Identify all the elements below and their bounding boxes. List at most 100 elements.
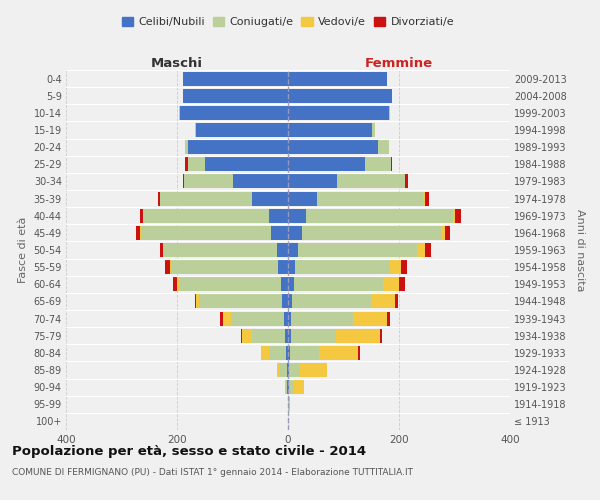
Bar xyxy=(390,260,401,274)
Bar xyxy=(288,398,289,411)
Bar xyxy=(295,260,390,274)
Bar xyxy=(285,328,288,342)
Bar xyxy=(281,278,288,291)
Bar xyxy=(289,363,300,377)
Bar xyxy=(188,140,288,154)
Bar xyxy=(288,106,389,120)
Bar xyxy=(284,312,288,326)
Bar xyxy=(288,278,293,291)
Bar xyxy=(278,260,288,274)
Bar xyxy=(289,380,293,394)
Bar xyxy=(319,346,358,360)
Bar xyxy=(291,312,353,326)
Bar xyxy=(286,346,288,360)
Bar xyxy=(317,192,424,205)
Bar xyxy=(196,123,288,137)
Bar xyxy=(271,226,288,240)
Bar xyxy=(261,346,269,360)
Text: Femmine: Femmine xyxy=(365,57,433,70)
Bar xyxy=(373,123,375,137)
Bar xyxy=(288,226,302,240)
Bar xyxy=(288,88,392,102)
Bar xyxy=(425,243,431,257)
Bar xyxy=(172,260,278,274)
Bar xyxy=(391,158,392,172)
Bar xyxy=(405,174,408,188)
Bar xyxy=(286,380,287,394)
Bar xyxy=(269,208,288,222)
Text: COMUNE DI FERMIGNANO (PU) - Dati ISTAT 1° gennaio 2014 - Elaborazione TUTTITALIA: COMUNE DI FERMIGNANO (PU) - Dati ISTAT 1… xyxy=(12,468,413,477)
Bar xyxy=(288,260,295,274)
Bar xyxy=(223,312,231,326)
Bar xyxy=(283,294,288,308)
Bar xyxy=(170,260,172,274)
Bar xyxy=(371,294,395,308)
Bar xyxy=(401,260,407,274)
Bar xyxy=(288,294,292,308)
Bar xyxy=(424,192,425,205)
Bar xyxy=(287,363,288,377)
Bar xyxy=(158,192,160,205)
Bar xyxy=(182,174,184,188)
Bar xyxy=(252,192,288,205)
Bar xyxy=(289,398,290,411)
Bar xyxy=(205,158,288,172)
Bar xyxy=(199,294,283,308)
Bar xyxy=(358,346,360,360)
Bar xyxy=(163,243,277,257)
Bar xyxy=(160,243,163,257)
Bar xyxy=(136,226,140,240)
Bar xyxy=(298,243,418,257)
Bar xyxy=(290,346,319,360)
Bar xyxy=(231,312,284,326)
Bar xyxy=(182,72,288,86)
Bar xyxy=(383,278,399,291)
Bar xyxy=(288,123,373,137)
Bar xyxy=(288,174,337,188)
Bar xyxy=(288,140,378,154)
Bar xyxy=(288,208,307,222)
Bar xyxy=(233,174,288,188)
Bar xyxy=(185,140,188,154)
Bar xyxy=(288,192,317,205)
Bar xyxy=(288,346,290,360)
Bar xyxy=(288,243,298,257)
Bar xyxy=(141,226,271,240)
Bar xyxy=(288,328,291,342)
Bar xyxy=(440,226,445,240)
Bar xyxy=(445,226,450,240)
Bar xyxy=(300,363,327,377)
Bar xyxy=(177,278,179,291)
Bar xyxy=(165,260,170,274)
Bar xyxy=(288,312,291,326)
Bar xyxy=(277,363,280,377)
Bar xyxy=(418,243,425,257)
Y-axis label: Fasce di età: Fasce di età xyxy=(18,217,28,283)
Bar xyxy=(389,106,390,120)
Bar xyxy=(182,88,288,102)
Bar xyxy=(180,106,288,120)
Bar xyxy=(291,328,336,342)
Bar xyxy=(288,72,387,86)
Bar xyxy=(140,208,143,222)
Bar xyxy=(280,363,287,377)
Bar xyxy=(454,208,455,222)
Bar xyxy=(336,328,380,342)
Bar xyxy=(277,243,288,257)
Bar xyxy=(144,208,269,222)
Bar xyxy=(337,174,404,188)
Bar xyxy=(220,312,223,326)
Bar xyxy=(425,192,429,205)
Bar xyxy=(242,328,252,342)
Bar xyxy=(378,140,389,154)
Bar xyxy=(293,278,383,291)
Text: Maschi: Maschi xyxy=(151,57,203,70)
Bar xyxy=(293,380,304,394)
Bar xyxy=(252,328,285,342)
Bar xyxy=(241,328,242,342)
Bar xyxy=(455,208,461,222)
Bar xyxy=(160,192,252,205)
Bar xyxy=(196,294,199,308)
Bar xyxy=(179,278,281,291)
Bar xyxy=(269,346,286,360)
